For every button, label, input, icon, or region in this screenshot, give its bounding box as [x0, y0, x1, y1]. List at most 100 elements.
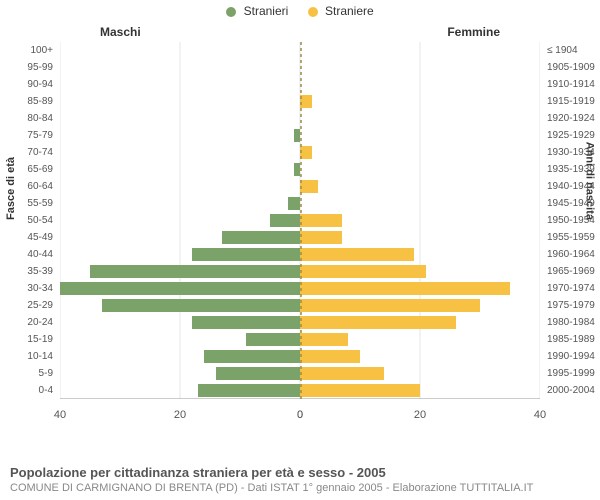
bar-row: [60, 178, 300, 195]
bar-row: [60, 280, 300, 297]
bar-row: [300, 144, 540, 161]
female-bar: [300, 146, 312, 159]
bar-row: [300, 229, 540, 246]
female-bar: [300, 333, 348, 346]
age-label: 35-39: [0, 263, 55, 280]
female-bar: [300, 214, 342, 227]
bar-row: [60, 144, 300, 161]
female-bar: [300, 248, 414, 261]
bar-row: [300, 212, 540, 229]
birth-label: 1980-1984: [545, 314, 600, 331]
age-label: 20-24: [0, 314, 55, 331]
population-pyramid: Stranieri Straniere Maschi Femmine Fasce…: [0, 0, 600, 500]
female-bar: [300, 350, 360, 363]
legend-dot-male: [226, 7, 236, 17]
age-label: 15-19: [0, 331, 55, 348]
age-label: 25-29: [0, 297, 55, 314]
birth-label: 1945-1949: [545, 195, 600, 212]
male-bar: [204, 350, 300, 363]
age-label: 40-44: [0, 246, 55, 263]
birth-label: 1930-1934: [545, 144, 600, 161]
age-label: 85-89: [0, 93, 55, 110]
bar-row: [60, 382, 300, 399]
male-bar: [192, 248, 300, 261]
age-label: 10-14: [0, 348, 55, 365]
bar-row: [300, 365, 540, 382]
birth-label: 2000-2004: [545, 382, 600, 399]
bar-row: [300, 110, 540, 127]
male-bar: [222, 231, 300, 244]
x-axis-left: 40200: [60, 399, 300, 430]
legend-item-male: Stranieri: [226, 4, 288, 18]
male-bar: [288, 197, 300, 210]
bar-row: [60, 110, 300, 127]
bar-row: [60, 348, 300, 365]
birth-label: 1985-1989: [545, 331, 600, 348]
birth-label: 1960-1964: [545, 246, 600, 263]
bar-row: [300, 280, 540, 297]
bar-row: [300, 382, 540, 399]
age-label: 100+: [0, 42, 55, 59]
female-bar: [300, 282, 510, 295]
bar-row: [300, 127, 540, 144]
birth-label: 1950-1954: [545, 212, 600, 229]
x-axis-right: 02040: [300, 399, 540, 430]
bar-row: [300, 246, 540, 263]
bar-row: [60, 263, 300, 280]
age-label: 75-79: [0, 127, 55, 144]
bar-row: [60, 127, 300, 144]
birth-label: 1925-1929: [545, 127, 600, 144]
birth-label: 1995-1999: [545, 365, 600, 382]
male-bar: [270, 214, 300, 227]
male-bar: [216, 367, 300, 380]
birth-label: 1965-1969: [545, 263, 600, 280]
birth-label: 1940-1944: [545, 178, 600, 195]
male-bar: [198, 384, 300, 397]
x-tick: 20: [414, 409, 426, 421]
bar-row: [300, 161, 540, 178]
side-header-female: Femmine: [447, 25, 500, 39]
age-label: 50-54: [0, 212, 55, 229]
bar-row: [60, 93, 300, 110]
bar-row: [60, 59, 300, 76]
bar-row: [60, 246, 300, 263]
birth-label: 1970-1974: [545, 280, 600, 297]
birth-label: 1920-1924: [545, 110, 600, 127]
bar-row: [60, 314, 300, 331]
bar-row: [300, 93, 540, 110]
age-label: 30-34: [0, 280, 55, 297]
x-tick: 20: [174, 409, 186, 421]
age-label: 70-74: [0, 144, 55, 161]
bar-row: [60, 76, 300, 93]
age-label: 90-94: [0, 76, 55, 93]
male-bars: [60, 42, 300, 399]
birth-label: 1915-1919: [545, 93, 600, 110]
bar-row: [300, 195, 540, 212]
age-label: 95-99: [0, 59, 55, 76]
birth-label: 1955-1959: [545, 229, 600, 246]
bar-row: [60, 161, 300, 178]
male-bar: [102, 299, 300, 312]
female-bar: [300, 95, 312, 108]
bar-row: [300, 59, 540, 76]
birth-label: 1935-1939: [545, 161, 600, 178]
age-label: 5-9: [0, 365, 55, 382]
male-bar: [192, 316, 300, 329]
bar-row: [300, 331, 540, 348]
birth-labels: ≤ 19041905-19091910-19141915-19191920-19…: [545, 42, 600, 399]
plot-area: 40200 02040: [60, 42, 540, 430]
x-tick: 40: [54, 409, 66, 421]
legend-dot-female: [308, 7, 318, 17]
birth-label: ≤ 1904: [545, 42, 600, 59]
male-bar: [60, 282, 300, 295]
bar-row: [300, 76, 540, 93]
female-bar: [300, 299, 480, 312]
bar-row: [300, 178, 540, 195]
male-bar: [90, 265, 300, 278]
female-bar: [300, 384, 420, 397]
male-bar: [246, 333, 300, 346]
age-label: 80-84: [0, 110, 55, 127]
bar-row: [60, 212, 300, 229]
bar-row: [300, 263, 540, 280]
side-header-male: Maschi: [100, 25, 141, 39]
